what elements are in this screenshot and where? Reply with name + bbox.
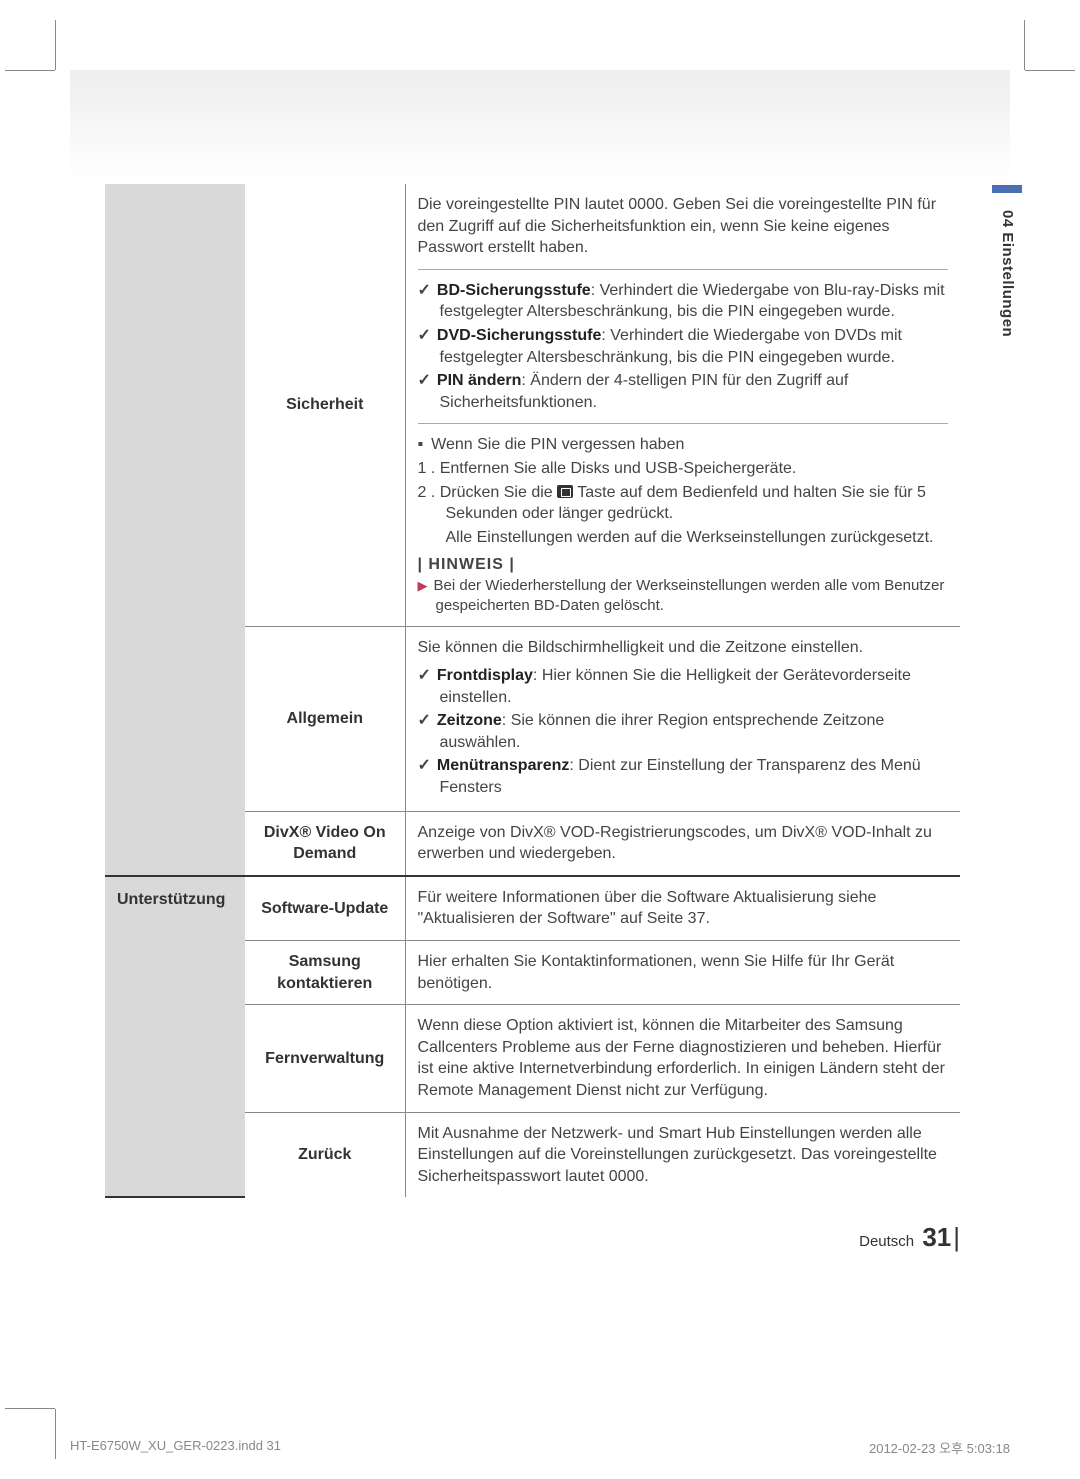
hinweis-note: ▶Bei der Wiederherstellung der Werkseins…: [418, 576, 949, 617]
sicherheit-steps: Wenn Sie die PIN vergessen haben 1 . Ent…: [418, 423, 949, 616]
row-desc-zuruck: Mit Ausnahme der Netzwerk- und Smart Hub…: [405, 1112, 960, 1197]
footer-right: 2012-02-23 오후 5:03:18: [869, 1438, 1010, 1457]
side-section-label: 04 Einstellungen: [999, 210, 1016, 337]
row-desc-swupdate: Für weitere Informationen über die Softw…: [405, 876, 960, 941]
row-desc-allgemein: Sie können die Bildschirmhelligkeit und …: [405, 627, 960, 811]
step-2: 2 . Drücken Sie die Taste auf dem Bedien…: [418, 482, 949, 525]
page-lang: Deutsch: [859, 1233, 914, 1250]
row-label-divx: DivX® Video On Demand: [245, 811, 405, 876]
page-num-value: 31: [922, 1222, 951, 1252]
note-arrow-icon: ▶: [418, 578, 428, 593]
row-desc-divx: Anzeige von DivX® VOD-Registrierungscode…: [405, 811, 960, 876]
sicherheit-intro: Die voreingestellte PIN lautet 0000. Geb…: [418, 194, 949, 259]
stop-icon: [557, 485, 573, 498]
step-2-cont: Alle Einstellungen werden auf die Werkse…: [418, 527, 949, 549]
check-frontdisplay: Frontdisplay: Hier können Sie die Hellig…: [418, 665, 949, 708]
check-pin: PIN ändern: Ändern der 4-stelligen PIN f…: [418, 370, 949, 413]
page: 04 Einstellungen Sicherheit Die voreinge…: [70, 70, 1010, 1439]
hinweis-label: HINWEIS: [418, 554, 949, 576]
page-num-bar: |: [953, 1222, 960, 1252]
row-label-samsung: Samsung kontaktieren: [245, 940, 405, 1004]
bullet-forgot-pin: Wenn Sie die PIN vergessen haben: [418, 434, 949, 456]
row-label-fernverwaltung: Fernverwaltung: [245, 1005, 405, 1112]
row-desc-samsung: Hier erhalten Sie Kontaktinformationen, …: [405, 940, 960, 1004]
footer-left: HT-E6750W_XU_GER-0223.indd 31: [70, 1438, 281, 1457]
check-zeitzone: Zeitzone: Sie können die ihrer Region en…: [418, 710, 949, 753]
header-gradient: [70, 70, 1010, 180]
print-footer: HT-E6750W_XU_GER-0223.indd 31 2012-02-23…: [70, 1438, 1010, 1457]
row-label-sicherheit: Sicherheit: [245, 184, 405, 627]
row-desc-fernverwaltung: Wenn diese Option aktiviert ist, können …: [405, 1005, 960, 1112]
category-cell-unterstutzung: Unterstützung: [105, 876, 245, 1198]
content-area: Sicherheit Die voreingestellte PIN laute…: [105, 184, 960, 1198]
row-label-swupdate: Software-Update: [245, 876, 405, 941]
check-dvd: DVD-Sicherungsstufe: Verhindert die Wied…: [418, 325, 949, 368]
check-menutransparenz: Menütransparenz: Dient zur Einstellung d…: [418, 755, 949, 798]
page-number: Deutsch 31|: [70, 1222, 960, 1253]
settings-table: Sicherheit Die voreingestellte PIN laute…: [105, 184, 960, 1198]
row-label-zuruck: Zurück: [245, 1112, 405, 1197]
row-label-allgemein: Allgemein: [245, 627, 405, 811]
step-1: 1 . Entfernen Sie alle Disks und USB-Spe…: [418, 458, 949, 480]
check-bd: BD-Sicherungsstufe: Verhindert die Wiede…: [418, 280, 949, 323]
section-marker: [992, 185, 1022, 193]
sicherheit-checks: BD-Sicherungsstufe: Verhindert die Wiede…: [418, 269, 949, 414]
allgemein-intro: Sie können die Bildschirmhelligkeit und …: [418, 637, 949, 659]
row-desc-sicherheit: Die voreingestellte PIN lautet 0000. Geb…: [405, 184, 960, 627]
category-cell-blank: [105, 184, 245, 876]
